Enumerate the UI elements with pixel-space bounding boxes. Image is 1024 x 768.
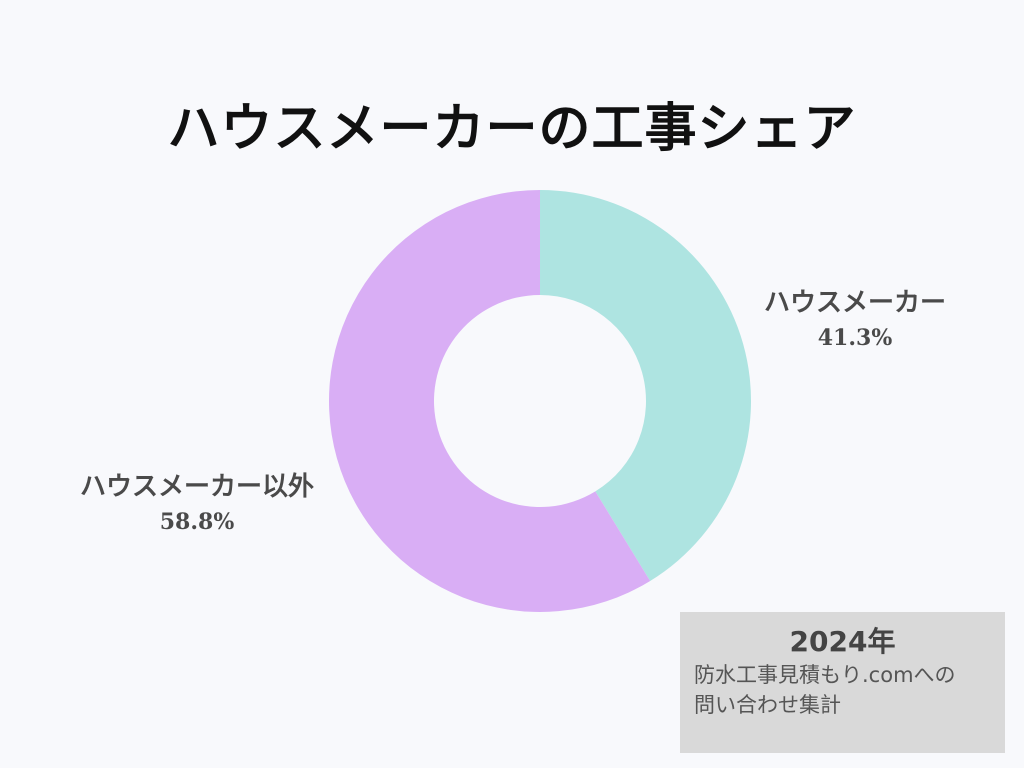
slice-label-other: ハウスメーカー以外 58.8%: [52, 466, 342, 535]
slice-label-name: ハウスメーカー以外: [79, 472, 314, 502]
slice-label-value: 41.3%: [817, 325, 893, 351]
source-line-1: 防水工事見積もり.comへの: [694, 663, 956, 687]
slice-label-value: 58.8%: [159, 509, 235, 535]
chart-title: ハウスメーカーの工事シェア: [167, 99, 857, 159]
slice-label-house-maker: ハウスメーカー 41.3%: [745, 282, 965, 351]
slice-other: [329, 190, 651, 612]
slice-label-name: ハウスメーカー: [763, 288, 946, 318]
source-note: 2024年 防水工事見積もり.comへの 問い合わせ集計: [680, 612, 1005, 753]
slice-house-maker: [540, 190, 752, 581]
source-line-2: 問い合わせ集計: [694, 693, 841, 717]
source-year: 2024年: [789, 625, 896, 658]
